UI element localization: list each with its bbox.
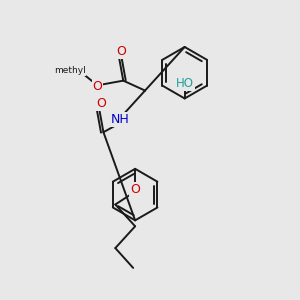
Text: O: O <box>130 183 140 196</box>
Text: HO: HO <box>176 77 194 90</box>
Text: NH: NH <box>111 113 130 126</box>
Text: methyl: methyl <box>54 66 86 75</box>
Text: O: O <box>93 80 102 93</box>
Text: O: O <box>97 97 106 110</box>
Text: O: O <box>116 45 126 58</box>
